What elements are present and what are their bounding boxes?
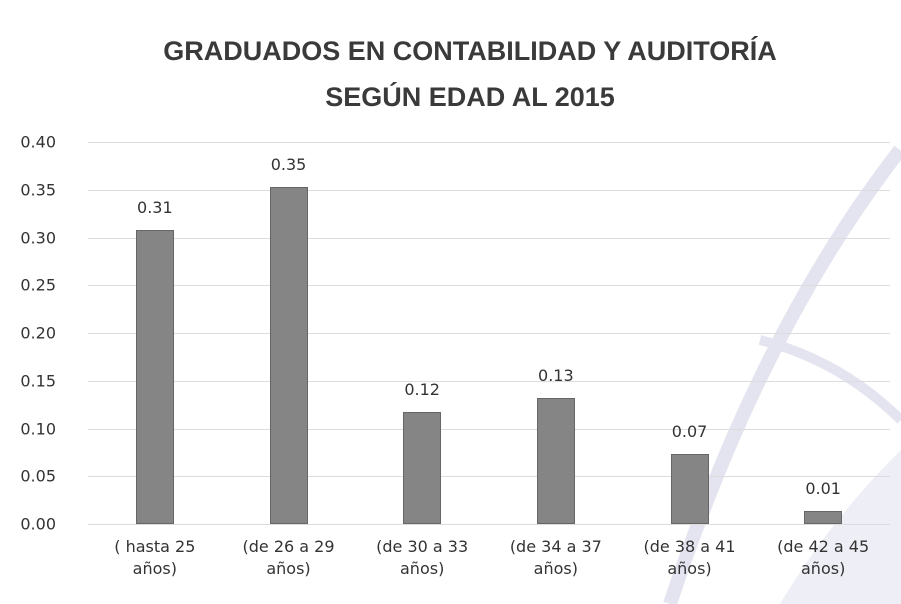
y-tick-label: 0.10 [20, 419, 56, 438]
x-tick-label: (de 38 a 41 años) [643, 537, 736, 578]
y-tick-label: 0.25 [20, 275, 56, 295]
grid-line [88, 189, 890, 191]
watermark-arc [663, 145, 901, 604]
y-tick-label: 0.35 [20, 180, 56, 200]
y-tick-label: 0.30 [20, 228, 56, 247]
x-tick-label: ( hasta 25 años) [114, 537, 196, 578]
x-tick-label: (de 30 a 33 años) [376, 537, 469, 578]
grid-line [88, 237, 890, 239]
value-label: 0.07 [671, 422, 708, 442]
value-label: 0.31 [137, 197, 173, 217]
grid-line [88, 380, 890, 382]
y-tick-label: 0.15 [20, 371, 56, 391]
y-tick-label: 0.05 [20, 466, 56, 486]
value-label: 0.12 [404, 380, 440, 400]
value-label: 0.13 [538, 365, 574, 385]
x-tick-label: (de 26 a 29 años) [242, 537, 335, 578]
grid-line [88, 524, 890, 525]
y-tick-label: 0.40 [20, 132, 56, 152]
bar [804, 510, 843, 524]
bar [670, 454, 709, 524]
grid-line [88, 428, 890, 430]
value-label: 0.01 [805, 478, 841, 498]
x-tick-label: (de 42 a 45 años) [777, 537, 870, 578]
y-tick-label: 0.20 [20, 323, 56, 343]
value-label: 0.35 [270, 154, 307, 174]
bar [536, 397, 575, 524]
watermark-arc [758, 335, 901, 424]
grid-line [88, 142, 890, 143]
bar [135, 229, 174, 524]
grid-line [88, 476, 890, 478]
grid-line [88, 285, 890, 287]
bar [269, 186, 308, 524]
chart-title: GRADUADOS EN CONTABILIDAD Y AUDITORÍA SE… [163, 36, 777, 112]
y-tick-label: 0.00 [20, 514, 56, 534]
x-tick-label: (de 34 a 37 años) [509, 537, 602, 578]
grid-line [88, 333, 890, 334]
watermark-shape [780, 450, 901, 604]
bar [403, 412, 442, 524]
